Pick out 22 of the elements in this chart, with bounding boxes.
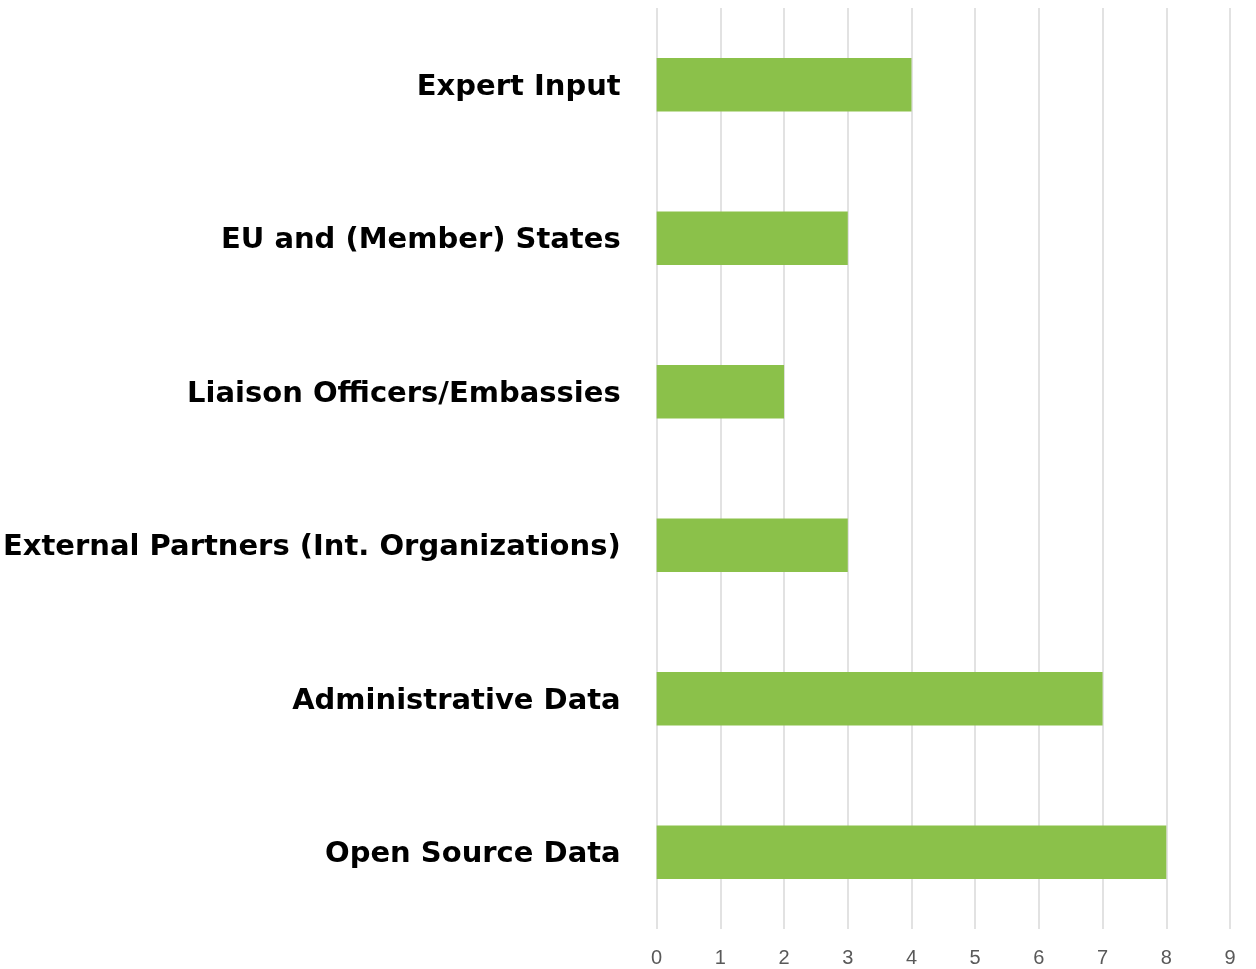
y-tick-label: External Partners (Int. Organizations) — [3, 528, 621, 563]
x-tick-label: 2 — [778, 946, 790, 968]
x-tick-label: 3 — [842, 946, 854, 968]
x-tick-label: 1 — [714, 946, 726, 968]
x-tick-label: 9 — [1224, 946, 1236, 968]
bar — [656, 825, 1167, 880]
y-tick-label: Open Source Data — [325, 835, 621, 870]
bar — [656, 671, 1103, 726]
bar — [656, 364, 785, 419]
bar — [656, 211, 848, 266]
x-tick-label: 6 — [1033, 946, 1045, 968]
x-tick-label: 5 — [969, 946, 981, 968]
x-tick-label: 7 — [1097, 946, 1109, 968]
y-tick-label: Expert Input — [416, 67, 621, 102]
y-tick-label: Administrative Data — [292, 681, 621, 716]
x-tick-label: 0 — [651, 946, 663, 968]
x-tick-label: 4 — [905, 946, 918, 968]
y-tick-label: EU and (Member) States — [220, 221, 621, 256]
bar — [656, 57, 912, 112]
y-tick-label: Liaison Officers/Embassies — [187, 374, 621, 409]
bar — [656, 518, 848, 573]
x-tick-label: 8 — [1160, 946, 1172, 968]
